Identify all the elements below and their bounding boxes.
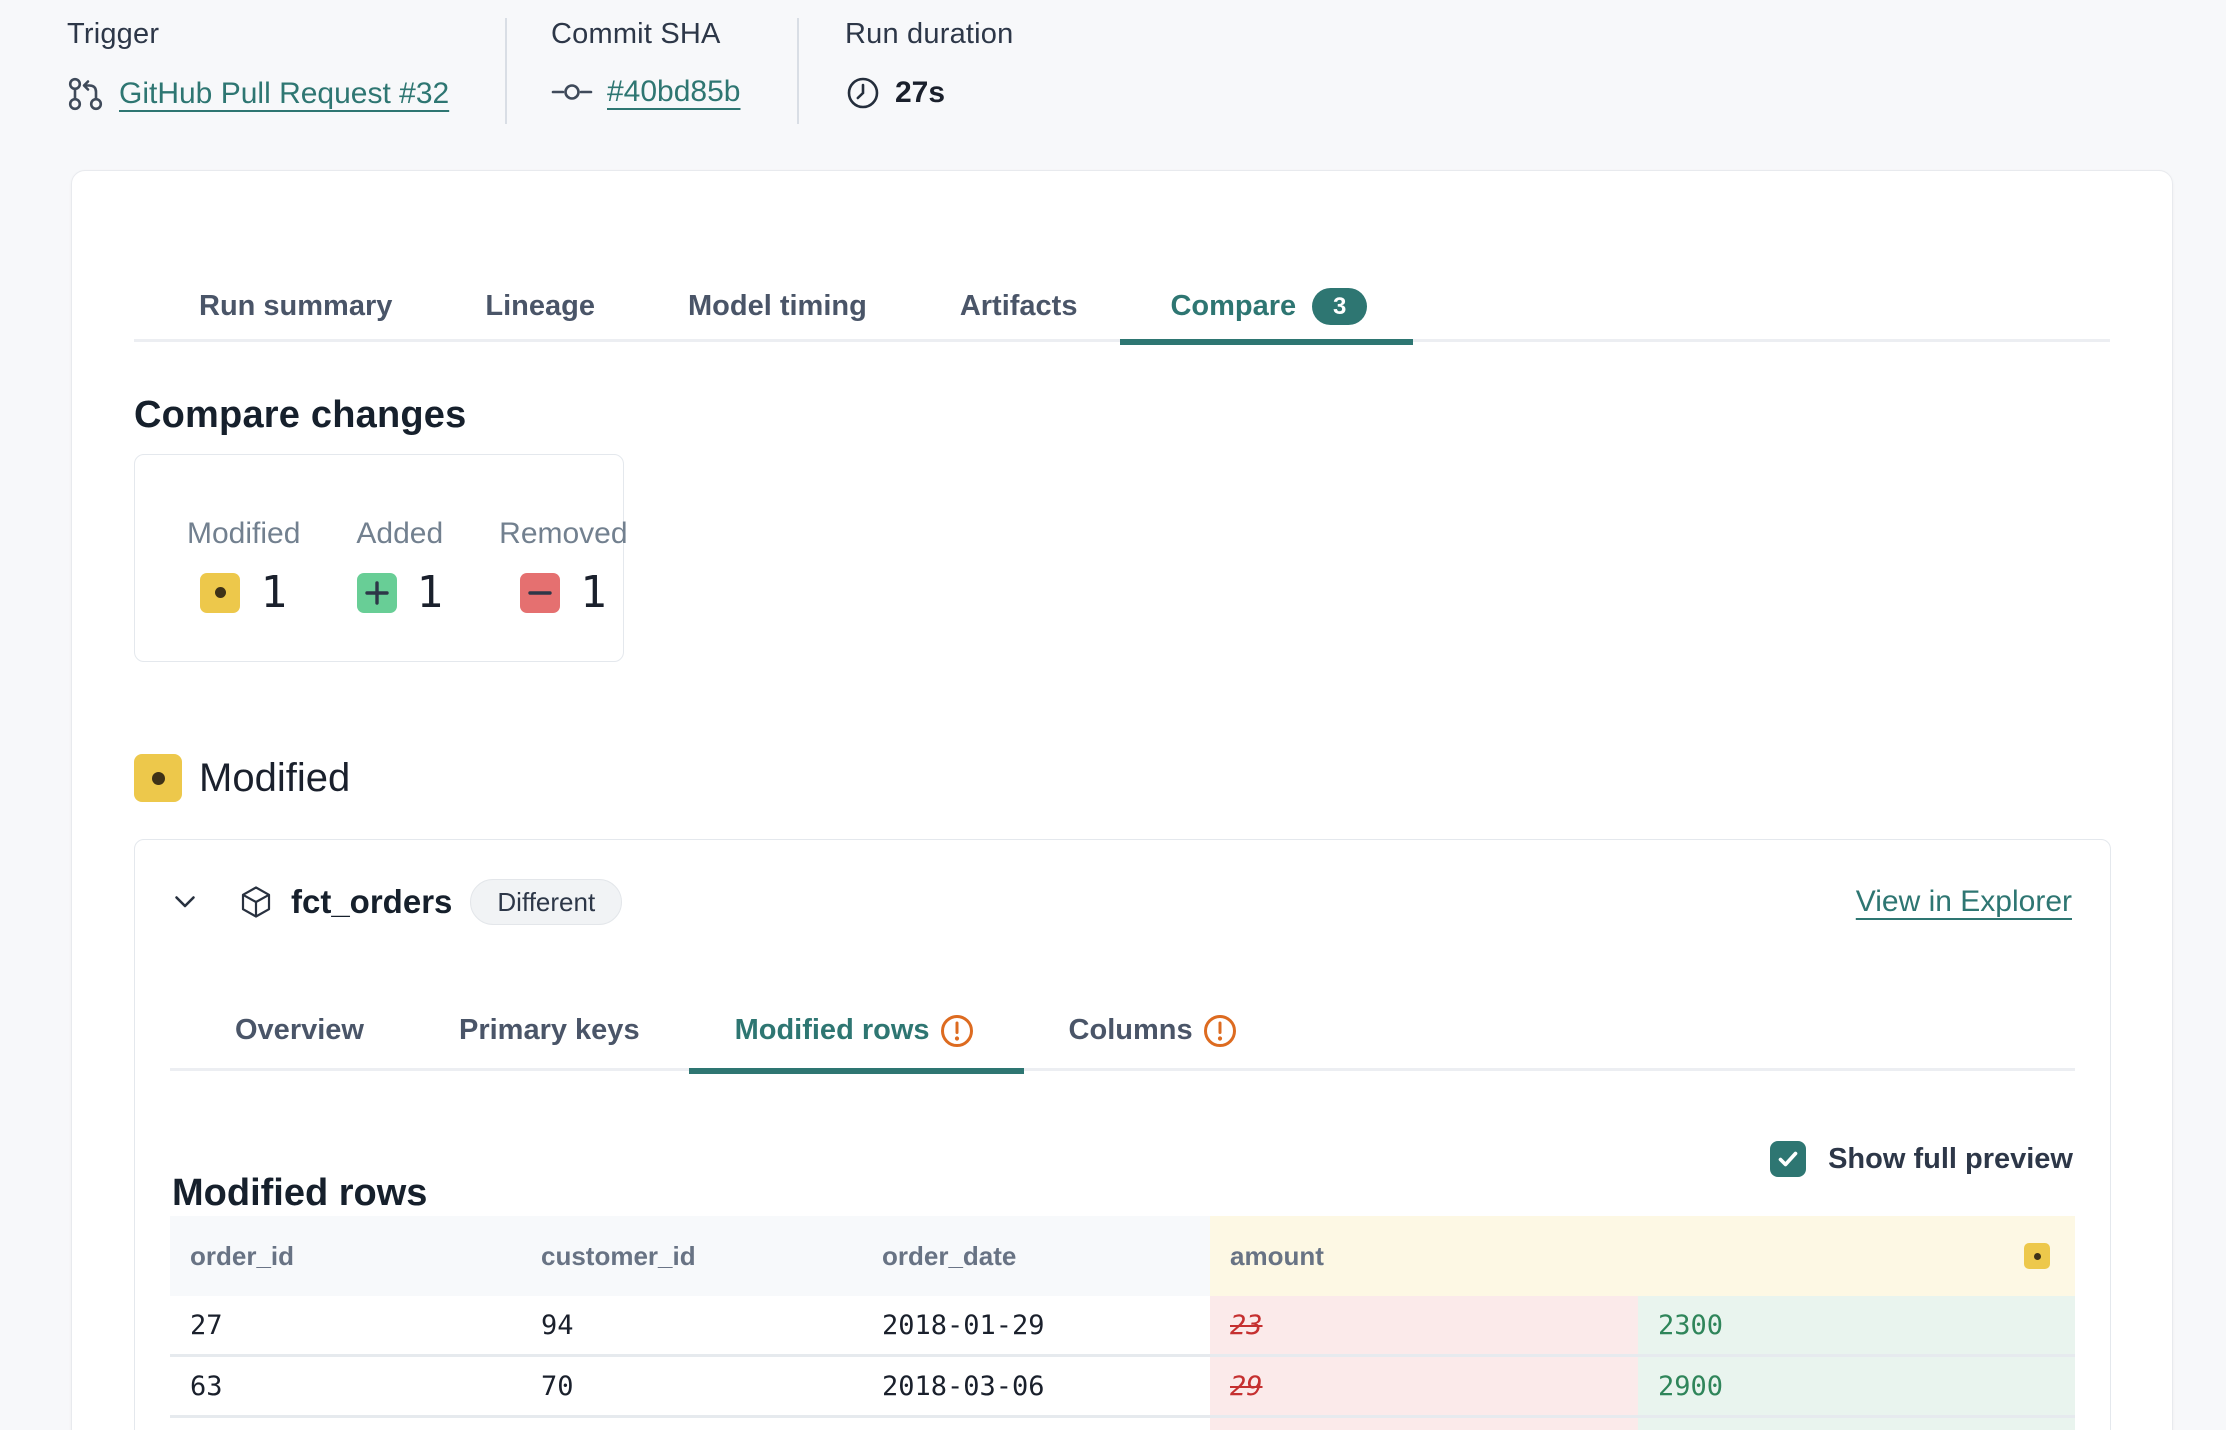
modified-section-heading: Modified — [134, 754, 350, 802]
commit-icon — [551, 79, 593, 105]
col-header-order-id: order_id — [170, 1216, 521, 1296]
modified-icon — [200, 572, 241, 613]
modified-heading-text: Modified — [199, 755, 351, 800]
tab-compare-label: Compare — [1170, 290, 1297, 322]
col-header-amount-label: amount — [1230, 1240, 1324, 1271]
model-subtabs: Overview Primary keys Modified rows Colu… — [235, 990, 1237, 1074]
duration-value: 27s — [895, 76, 946, 109]
table-row: 27 94 2018-01-29 23 2300 — [170, 1296, 2075, 1357]
cell-order-date: 2018-01-29 — [862, 1296, 1210, 1354]
compare-count-badge: 3 — [1312, 288, 1368, 325]
tab-run-summary[interactable]: Run summary — [199, 290, 393, 322]
run-detail-card: Run summary Lineage Model timing Artifac… — [71, 170, 2173, 1430]
main-tabs: Run summary Lineage Model timing Artifac… — [199, 271, 1413, 345]
subtab-modified-rows-label: Modified rows — [734, 1014, 930, 1046]
stat-modified: Modified 1 — [187, 517, 300, 618]
subtab-primary-keys[interactable]: Primary keys — [458, 1014, 640, 1046]
tab-model-timing[interactable]: Model timing — [687, 290, 867, 322]
divider — [797, 18, 799, 124]
model-cube-icon — [240, 885, 272, 919]
commit-label: Commit SHA — [551, 18, 721, 50]
cell-amount-old: 23 — [1210, 1296, 1638, 1354]
compare-changes-heading: Compare changes — [134, 394, 467, 437]
subtabs-divider — [170, 1068, 2075, 1071]
subtab-columns-label: Columns — [1068, 1014, 1193, 1046]
col-header-order-date: order_date — [862, 1216, 1210, 1296]
commit-link[interactable]: #40bd85b — [607, 75, 741, 108]
pull-request-icon — [67, 75, 105, 113]
stat-added-value: 1 — [416, 567, 444, 618]
modified-rows-table: order_id customer_id order_date amount 2… — [170, 1216, 2075, 1430]
show-full-preview-checkbox[interactable] — [1770, 1141, 1807, 1177]
subtab-modified-rows[interactable]: Modified rows — [688, 990, 1024, 1074]
duration-meta: Run duration 27s — [845, 18, 1013, 111]
col-header-amount: amount — [1210, 1216, 2075, 1296]
modified-rows-heading: Modified rows — [172, 1171, 428, 1214]
collapse-chevron-icon[interactable] — [170, 887, 200, 917]
trigger-link[interactable]: GitHub Pull Request #32 — [119, 77, 450, 110]
stat-added: Added 1 — [356, 517, 443, 618]
model-status-badge: Different — [470, 879, 623, 925]
stat-added-label: Added — [356, 517, 444, 550]
stat-removed-label: Removed — [499, 517, 628, 550]
cell-order-id: 63 — [170, 1357, 521, 1415]
tab-lineage[interactable]: Lineage — [485, 290, 595, 322]
table-row-partial — [170, 1418, 2075, 1430]
model-name: fct_orders — [291, 883, 453, 920]
subtab-overview[interactable]: Overview — [235, 1014, 364, 1046]
clock-icon — [845, 75, 881, 111]
tab-compare[interactable]: Compare 3 — [1120, 271, 1413, 345]
stat-removed-value: 1 — [580, 567, 607, 618]
cell-customer-id: 70 — [521, 1357, 862, 1415]
warning-icon — [940, 1014, 974, 1048]
commit-meta: Commit SHA #40bd85b — [551, 18, 740, 109]
cell-order-date: 2018-03-06 — [862, 1357, 1210, 1415]
table-row: 63 70 2018-03-06 29 2900 — [170, 1357, 2075, 1418]
stat-modified-label: Modified — [187, 517, 301, 550]
divider — [505, 18, 507, 124]
show-full-preview-toggle[interactable]: Show full preview — [1770, 1141, 2073, 1177]
show-full-preview-label: Show full preview — [1828, 1142, 2073, 1175]
modified-column-icon — [2024, 1243, 2050, 1269]
col-header-customer-id: customer_id — [521, 1216, 862, 1296]
tab-artifacts[interactable]: Artifacts — [959, 290, 1078, 322]
cell-amount-new: 2300 — [1638, 1296, 2075, 1354]
table-header-row: order_id customer_id order_date amount — [170, 1216, 2075, 1296]
duration-label: Run duration — [845, 18, 1014, 50]
trigger-meta: Trigger GitHub Pull Request #32 — [67, 18, 449, 113]
stat-removed: Removed 1 — [499, 517, 627, 618]
trigger-label: Trigger — [67, 18, 160, 50]
compare-summary-card: Modified 1 Added 1 Removed — [134, 454, 628, 662]
warning-icon — [1203, 1014, 1237, 1048]
cell-amount-new: 2900 — [1638, 1357, 2075, 1415]
view-in-explorer-link[interactable]: View in Explorer — [1855, 885, 2072, 918]
model-card-fct-orders: fct_orders Different View in Explorer Ov… — [134, 839, 2111, 1430]
cell-order-id: 27 — [170, 1296, 521, 1354]
stat-modified-value: 1 — [260, 567, 287, 618]
cell-customer-id: 94 — [521, 1296, 862, 1354]
modified-icon — [134, 754, 182, 802]
model-card-header: fct_orders Different View in Explorer — [170, 876, 2072, 928]
cell-amount-old: 29 — [1210, 1357, 1638, 1415]
subtab-columns[interactable]: Columns — [1069, 990, 1237, 1071]
removed-icon — [520, 572, 561, 613]
added-icon — [356, 572, 397, 613]
